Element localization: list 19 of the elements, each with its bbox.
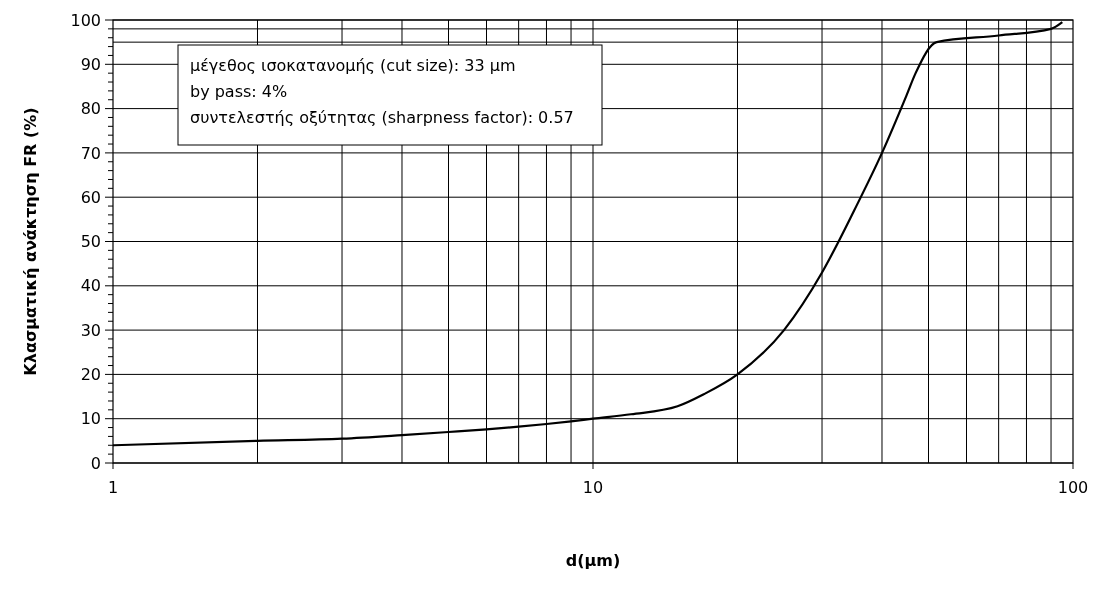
x-axis-title: d(μm) — [565, 551, 621, 570]
annotation: μέγεθος ισοκατανομής (cut size): 33 μm — [190, 56, 516, 75]
x-tick-label: 1 — [107, 478, 119, 497]
y-axis-title: Κλασματική ανάκτηση FR (%) — [21, 107, 40, 376]
y-tick-label: 60 — [80, 187, 101, 207]
y-tick-label: 30 — [80, 320, 101, 340]
x-tick-label: 10 — [582, 478, 604, 497]
annotation: συντελεστής οξύτητας (sharpness factor): 0.57 — [190, 108, 574, 127]
annotation: by pass: 4% — [190, 82, 288, 101]
x-tick-label: 100 — [1057, 478, 1089, 497]
y-tick-label: 100 — [70, 10, 101, 30]
y-tick-label: 90 — [80, 54, 101, 74]
y-tick-label: 10 — [80, 409, 101, 429]
y-tick-label: 0 — [90, 453, 101, 473]
y-tick-label: 70 — [80, 143, 101, 163]
y-tick-label: 80 — [80, 99, 101, 119]
y-tick-label: 20 — [80, 365, 101, 384]
y-tick-label: 50 — [80, 232, 101, 252]
y-tick-label: 40 — [80, 276, 101, 296]
